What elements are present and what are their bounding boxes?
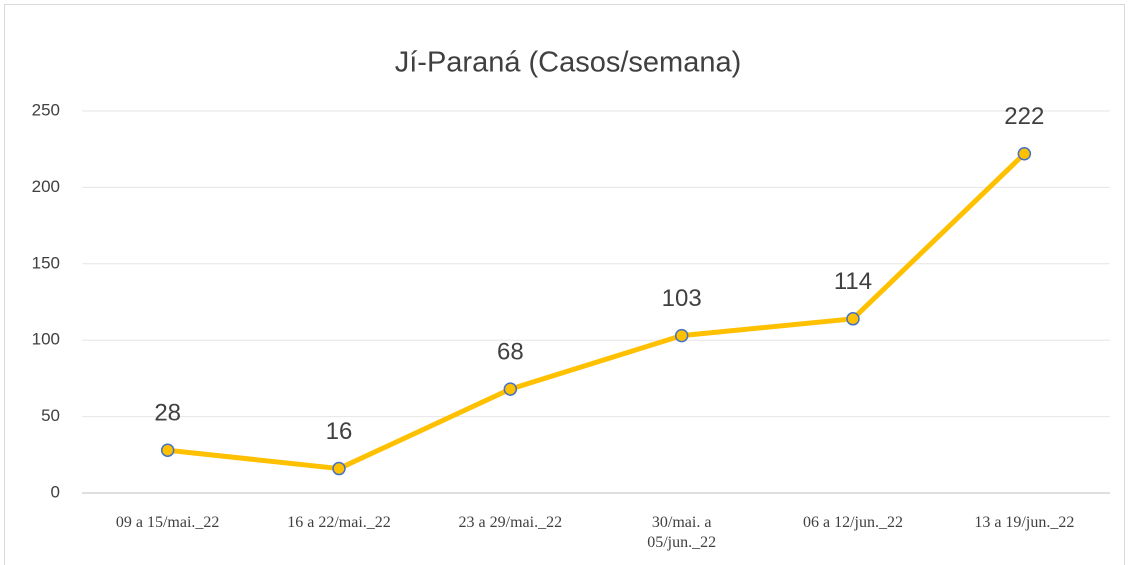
data-label: 68 xyxy=(497,338,524,365)
y-tick-label: 50 xyxy=(41,406,60,425)
x-tick-label: 13 a 19/jun._22 xyxy=(974,514,1075,531)
marker xyxy=(846,312,860,326)
y-tick-label: 100 xyxy=(32,330,60,349)
y-tick-label: 150 xyxy=(32,253,60,272)
data-label: 103 xyxy=(662,285,702,312)
x-tick-label: 09 a 15/mai._22 xyxy=(115,514,220,531)
y-tick-label: 0 xyxy=(51,482,60,501)
marker xyxy=(332,461,346,476)
x-tick-label: 06 a 12/jun._22 xyxy=(803,514,903,531)
marker xyxy=(160,443,175,457)
y-tick-label: 250 xyxy=(32,100,60,119)
marker xyxy=(674,328,689,343)
y-tick-label: 200 xyxy=(32,177,60,196)
x-tick-label: 30/mai. a 05/jun._22 xyxy=(647,514,717,551)
marker xyxy=(503,382,518,396)
line xyxy=(165,151,1027,472)
marker xyxy=(1017,147,1032,161)
chart-title: Jí-Paraná (Casos/semana) xyxy=(395,47,742,79)
x-tick-label: 16 a 22/mai._22 xyxy=(287,514,391,531)
data-label: 114 xyxy=(834,268,872,295)
data-label: 222 xyxy=(1004,103,1044,130)
x-tick-label: 23 a 29/mai._22 xyxy=(458,514,563,531)
data-label: 28 xyxy=(154,400,181,427)
data-label: 16 xyxy=(326,418,353,445)
chart-border xyxy=(4,4,1125,565)
